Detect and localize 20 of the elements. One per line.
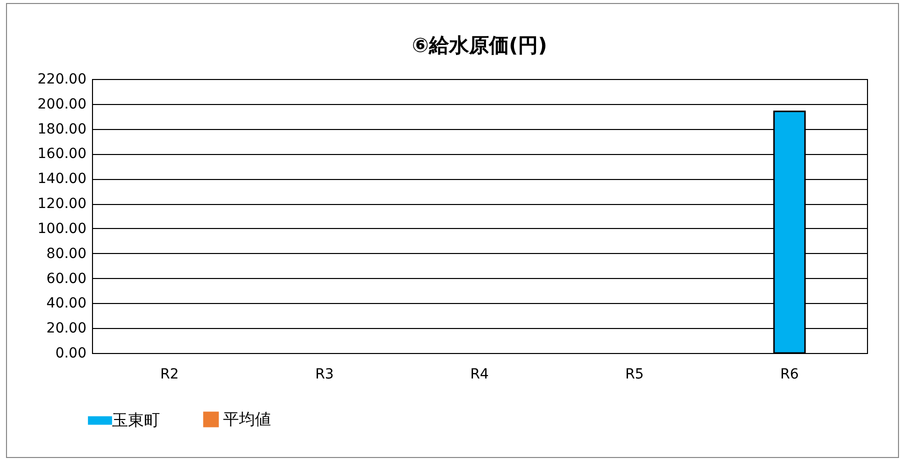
chart-title: ⑥給水原価(円) xyxy=(412,33,548,57)
y-tick-label: 120.00 xyxy=(38,196,86,212)
y-tick-label: 140.00 xyxy=(38,171,86,188)
y-tick-label: 220.00 xyxy=(38,72,86,88)
y-tick-label: 100.00 xyxy=(38,220,86,237)
x-tick-label: R2 xyxy=(160,366,179,382)
y-tick-label: 200.00 xyxy=(38,96,86,112)
y-tick-label: 60.00 xyxy=(46,270,86,287)
y-tick-label: 160.00 xyxy=(38,146,86,162)
y-tick-label: 40.00 xyxy=(46,296,86,312)
legend-label: 玉東町 xyxy=(112,410,160,430)
x-tick-label: R5 xyxy=(625,366,644,382)
x-tick-label: R6 xyxy=(780,366,799,382)
legend-label: 平均値 xyxy=(223,409,271,428)
x-tick-label: R3 xyxy=(315,366,334,382)
y-tick-label: 0.00 xyxy=(55,346,86,362)
y-tick-label: 20.00 xyxy=(46,320,86,337)
y-tick-label: 180.00 xyxy=(38,121,86,138)
x-tick-label: R4 xyxy=(470,366,489,382)
y-tick-label: 80.00 xyxy=(46,246,86,262)
